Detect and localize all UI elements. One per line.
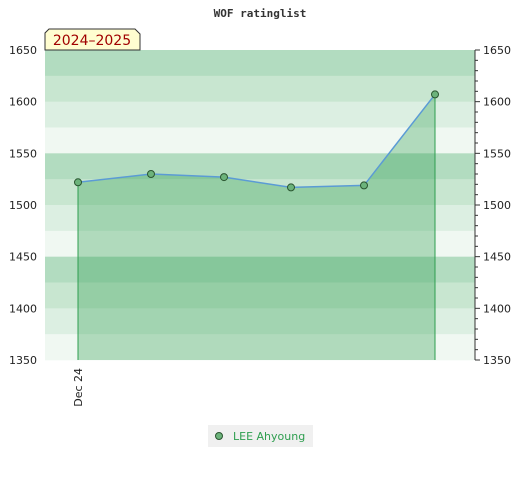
y-tick-label-left: 1600 bbox=[9, 96, 37, 109]
background-band bbox=[45, 127, 475, 154]
y-tick-label-left: 1350 bbox=[9, 354, 37, 367]
series-area bbox=[78, 94, 435, 360]
data-point[interactable] bbox=[147, 170, 155, 178]
data-point[interactable] bbox=[431, 90, 439, 99]
y-tick-label-left: 1500 bbox=[9, 199, 37, 212]
x-axis: Dec 24 bbox=[72, 368, 85, 407]
y-tick-label-right: 1350 bbox=[483, 354, 511, 367]
legend[interactable]: LEE Ahyoung bbox=[208, 425, 313, 447]
y-axis-left: 1350 1400 1450 1500 1550 1600 1650 bbox=[9, 44, 37, 367]
background-band bbox=[45, 308, 475, 335]
background-band bbox=[45, 334, 475, 361]
background-band bbox=[45, 282, 475, 309]
y-tick-label-right: 1400 bbox=[483, 302, 511, 315]
series-line bbox=[77, 93, 436, 189]
legend-label: LEE Ahyoung bbox=[233, 430, 305, 443]
legend-marker bbox=[215, 432, 223, 440]
season-badge-label: 2024–2025 bbox=[53, 33, 131, 49]
x-tick-label: Dec 24 bbox=[72, 368, 85, 407]
y-tick-label-right: 1550 bbox=[483, 147, 511, 160]
background-band bbox=[45, 230, 475, 257]
y-tick-label-left: 1550 bbox=[9, 147, 37, 160]
y-tick-label-left: 1650 bbox=[9, 44, 37, 57]
background-band bbox=[45, 153, 475, 180]
y-tick-label-right: 1600 bbox=[483, 96, 511, 109]
data-point[interactable] bbox=[74, 178, 82, 187]
y-tick-label-left: 1400 bbox=[9, 302, 37, 315]
series-area-layer bbox=[77, 94, 436, 360]
background-band bbox=[45, 256, 475, 283]
y-tick-label-right: 1450 bbox=[483, 251, 511, 264]
background-band bbox=[45, 179, 475, 206]
background-band bbox=[45, 101, 475, 128]
data-point[interactable] bbox=[220, 173, 228, 182]
background-bands bbox=[45, 50, 475, 361]
chart-title: WOF ratinglist bbox=[214, 7, 307, 20]
y-tick-label-left: 1450 bbox=[9, 251, 37, 264]
series-line-layer bbox=[74, 90, 439, 192]
y-tick-label-right: 1650 bbox=[483, 44, 511, 57]
y-tick-label-right: 1500 bbox=[483, 199, 511, 212]
season-badge: 2024–2025 bbox=[44, 28, 141, 51]
background-band bbox=[45, 50, 475, 77]
data-point[interactable] bbox=[287, 183, 295, 192]
y-axis-right: 1350 1400 1450 1500 1550 1600 1650 bbox=[474, 44, 511, 367]
background-band bbox=[45, 205, 475, 232]
data-point[interactable] bbox=[360, 181, 368, 190]
background-band bbox=[45, 75, 475, 102]
